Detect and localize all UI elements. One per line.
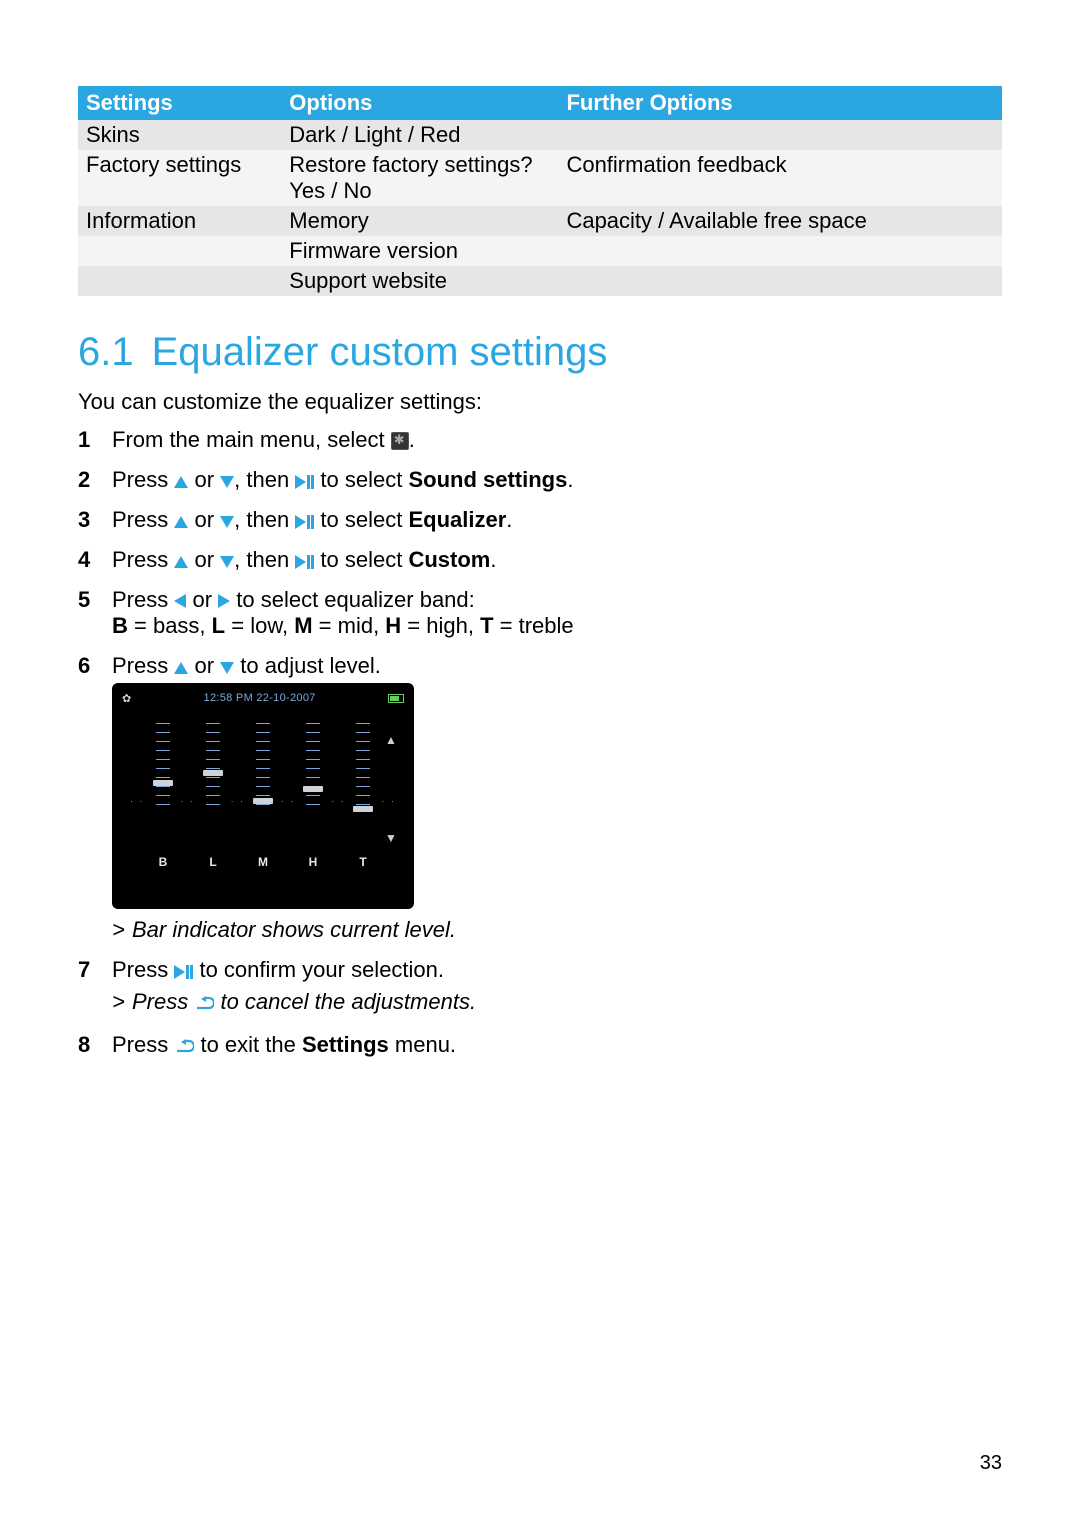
table-row: Factory settingsRestore factory settings…: [78, 150, 1002, 206]
table-row: SkinsDark / Light / Red: [78, 120, 1002, 150]
play-pause-icon: [295, 515, 314, 529]
equalizer-band-labels: BLMHT: [148, 855, 378, 869]
table-cell: [78, 236, 281, 266]
play-pause-icon: [174, 965, 193, 979]
step-number: 7: [78, 957, 112, 1018]
back-icon: [174, 1035, 194, 1061]
equalizer-band-label: L: [198, 855, 228, 869]
up-arrow-icon: [174, 476, 188, 488]
table-cell: [558, 120, 1002, 150]
step-text: From the main menu, select .: [112, 427, 1002, 453]
equalizer-band-label: B: [148, 855, 178, 869]
step-number: 8: [78, 1032, 112, 1061]
step-3: 3 Press or , then to select Equalizer.: [78, 507, 1002, 533]
equalizer-band: [348, 719, 378, 847]
midline-dots: · ·· ·· ·· ·· ·· ·: [130, 796, 396, 806]
table-cell: [558, 236, 1002, 266]
down-arrow-icon: [220, 476, 234, 488]
step-5: 5 Press or to select equalizer band: B =…: [78, 587, 1002, 639]
equalizer-level-marker: [303, 786, 323, 792]
manual-page: Settings Options Further Options SkinsDa…: [0, 0, 1080, 1527]
step-text: Press or , then to select Equalizer.: [112, 507, 1002, 533]
table-cell: [558, 266, 1002, 296]
down-arrow-icon: [220, 516, 234, 528]
equalizer-band-label: T: [348, 855, 378, 869]
step-2: 2 Press or , then to select Sound settin…: [78, 467, 1002, 493]
step-text: Press to exit the Settings menu.: [112, 1032, 1002, 1061]
table-cell: Information: [78, 206, 281, 236]
table-header-row: Settings Options Further Options: [78, 86, 1002, 120]
equalizer-band-label: M: [248, 855, 278, 869]
step-text: Press or to select equalizer band: B = b…: [112, 587, 1002, 639]
step-number: 3: [78, 507, 112, 533]
battery-icon: [388, 694, 404, 703]
table-cell: Capacity / Available free space: [558, 206, 1002, 236]
band-legend: B = bass, L = low, M = mid, H = high, T …: [112, 613, 574, 638]
table-cell: Firmware version: [281, 236, 558, 266]
step-number: 6: [78, 653, 112, 943]
equalizer-band: [148, 719, 178, 847]
equalizer-screenshot: ✿ 12:58 PM 22-10-2007 · ·· ·· ·· ·· ·· ·…: [112, 683, 414, 909]
step-number: 1: [78, 427, 112, 453]
section-number: 6.1: [78, 330, 134, 374]
table-row: Firmware version: [78, 236, 1002, 266]
lead-text: You can customize the equalizer settings…: [78, 389, 1002, 415]
up-arrow-icon: [174, 516, 188, 528]
step-text: Press or , then to select Custom.: [112, 547, 1002, 573]
table-cell: Skins: [78, 120, 281, 150]
step-number: 4: [78, 547, 112, 573]
table-cell: Restore factory settings? Yes / No: [281, 150, 558, 206]
up-arrow-icon: [174, 556, 188, 568]
table-cell: Confirmation feedback: [558, 150, 1002, 206]
settings-table: Settings Options Further Options SkinsDa…: [78, 86, 1002, 296]
table-cell: [78, 266, 281, 296]
table-header: Further Options: [558, 86, 1002, 120]
gear-icon: ✿: [122, 692, 131, 705]
step-8: 8 Press to exit the Settings menu.: [78, 1032, 1002, 1061]
play-pause-icon: [295, 475, 314, 489]
page-number: 33: [980, 1452, 1002, 1475]
step-note: >Press to cancel the adjustments.: [112, 989, 1002, 1018]
section-heading: 6.1 Equalizer custom settings: [78, 330, 1002, 375]
table-cell: Support website: [281, 266, 558, 296]
down-arrow-icon: [220, 662, 234, 674]
step-text: Press or to adjust level. ✿ 12:58 PM 22-…: [112, 653, 1002, 943]
equalizer-level-marker: [153, 780, 173, 786]
table-row: InformationMemoryCapacity / Available fr…: [78, 206, 1002, 236]
step-number: 5: [78, 587, 112, 639]
down-arrow-icon: [220, 556, 234, 568]
section-title: Equalizer custom settings: [152, 330, 608, 374]
equalizer-bands: [148, 719, 378, 847]
step-4: 4 Press or , then to select Custom.: [78, 547, 1002, 573]
play-pause-icon: [295, 555, 314, 569]
step-number: 2: [78, 467, 112, 493]
up-arrow-icon: [174, 662, 188, 674]
table-cell: Memory: [281, 206, 558, 236]
equalizer-band: [298, 719, 328, 847]
table-cell: Factory settings: [78, 150, 281, 206]
step-1: 1 From the main menu, select .: [78, 427, 1002, 453]
right-arrow-icon: [218, 594, 230, 608]
equalizer-band: [248, 719, 278, 847]
equalizer-band-label: H: [298, 855, 328, 869]
back-icon: [194, 992, 214, 1018]
step-text: Press or , then to select Sound settings…: [112, 467, 1002, 493]
table-body: SkinsDark / Light / RedFactory settingsR…: [78, 120, 1002, 296]
step-6: 6 Press or to adjust level. ✿ 12:58 PM 2…: [78, 653, 1002, 943]
equalizer-band: [198, 719, 228, 847]
step-text: Press to confirm your selection. >Press …: [112, 957, 1002, 1018]
table-header: Settings: [78, 86, 281, 120]
steps-list: 1 From the main menu, select . 2 Press o…: [78, 427, 1002, 1061]
equalizer-level-marker: [203, 770, 223, 776]
table-cell: Dark / Light / Red: [281, 120, 558, 150]
table-header: Options: [281, 86, 558, 120]
settings-gear-icon: [391, 432, 409, 450]
equalizer-level-marker: [353, 806, 373, 812]
step-7: 7 Press to confirm your selection. >Pres…: [78, 957, 1002, 1018]
equalizer-updown-arrows: ▲▼: [384, 733, 398, 845]
left-arrow-icon: [174, 594, 186, 608]
table-row: Support website: [78, 266, 1002, 296]
device-datetime: 12:58 PM 22-10-2007: [204, 692, 316, 704]
step-note: >Bar indicator shows current level.: [112, 917, 1002, 943]
